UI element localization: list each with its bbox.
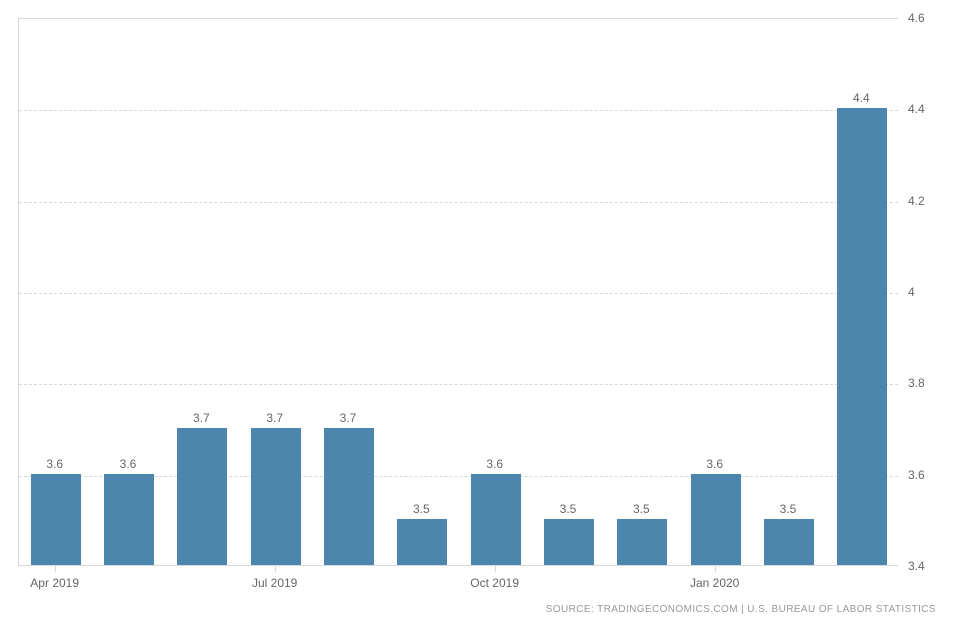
bar (31, 474, 81, 565)
bar-value-label: 3.7 (340, 411, 357, 425)
bar-value-label: 3.5 (413, 502, 430, 516)
y-axis-tick-label: 4 (908, 285, 915, 299)
gridline-horizontal (19, 293, 898, 294)
bar (324, 428, 374, 565)
y-axis-tick-label: 4.4 (908, 102, 925, 116)
y-axis-tick-label: 3.6 (908, 468, 925, 482)
bar (104, 474, 154, 565)
y-axis-tick-label: 4.6 (908, 11, 925, 25)
plot-area (18, 18, 898, 566)
bar (837, 108, 887, 565)
x-axis-tick-mark (55, 566, 56, 572)
bar-value-label: 3.6 (120, 457, 137, 471)
x-axis-tick-mark (275, 566, 276, 572)
bar (544, 519, 594, 565)
bar-value-label: 3.5 (780, 502, 797, 516)
y-axis-tick-label: 4.2 (908, 194, 925, 208)
bar-value-label: 3.6 (46, 457, 63, 471)
bar-value-label: 3.6 (486, 457, 503, 471)
bar (251, 428, 301, 565)
x-axis-tick-label: Oct 2019 (470, 576, 519, 590)
bar (177, 428, 227, 565)
bar-value-label: 3.5 (560, 502, 577, 516)
x-axis-tick-mark (495, 566, 496, 572)
gridline-horizontal (19, 384, 898, 385)
bar-value-label: 3.7 (193, 411, 210, 425)
bar-value-label: 3.5 (633, 502, 650, 516)
y-axis-tick-label: 3.4 (908, 559, 925, 573)
x-axis-tick-label: Apr 2019 (30, 576, 79, 590)
x-axis-tick-mark (715, 566, 716, 572)
y-axis-tick-label: 3.8 (908, 376, 925, 390)
bar (397, 519, 447, 565)
x-axis-tick-label: Jan 2020 (690, 576, 739, 590)
bar (617, 519, 667, 565)
bar-value-label: 4.4 (853, 91, 870, 105)
bar (471, 474, 521, 565)
chart-container: SOURCE: TRADINGECONOMICS.COM | U.S. BURE… (0, 0, 954, 636)
bar-value-label: 3.6 (706, 457, 723, 471)
bar-value-label: 3.7 (266, 411, 283, 425)
gridline-horizontal (19, 202, 898, 203)
bar (764, 519, 814, 565)
gridline-horizontal (19, 110, 898, 111)
x-axis-tick-label: Jul 2019 (252, 576, 297, 590)
bar (691, 474, 741, 565)
source-attribution: SOURCE: TRADINGECONOMICS.COM | U.S. BURE… (546, 604, 936, 615)
